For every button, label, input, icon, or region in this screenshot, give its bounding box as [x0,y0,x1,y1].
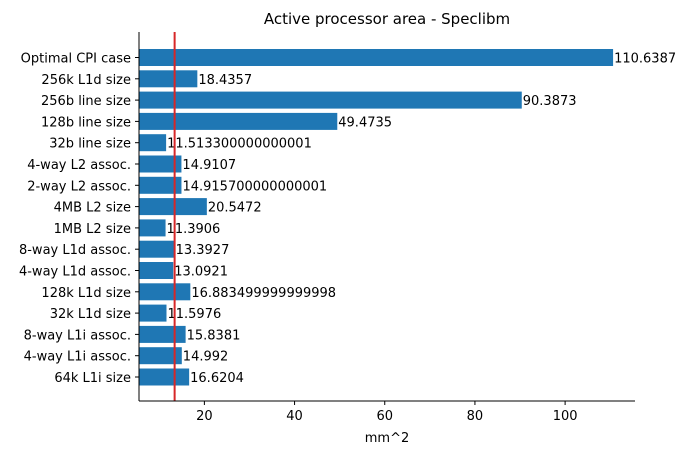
y-tick-label: 256b line size [41,94,131,109]
x-tick-label: 20 [196,409,213,424]
x-tick-label: 80 [467,409,484,424]
y-tick-label: 256k L1d size [41,73,131,88]
chart-title: Active processor area - Speclibm [264,10,510,28]
y-tick-label: 128b line size [41,115,131,130]
y-axis-ticks: Optimal CPI case 256k L1d size 256b line s… [19,52,139,386]
bars-group [139,49,614,386]
y-tick-label: 1MB L2 size [54,222,131,237]
bar-value-label: 18.4357 [198,73,252,88]
bar [139,325,186,343]
y-tick-label: 4-way L2 assoc. [27,158,131,173]
y-tick-label: 8-way L1d assoc. [19,243,131,258]
y-tick-label: 128k L1d size [41,286,131,301]
x-axis-label: mm^2 [365,431,410,446]
y-tick-label: 32k L1d size [50,307,131,322]
x-axis-ticks: 20 40 60 80 100 [196,401,578,424]
bar [139,91,522,109]
bar [139,198,207,216]
bar-value-label: 15.8381 [187,328,241,343]
bar-value-label: 11.5976 [167,307,221,322]
bar [139,155,182,173]
bar-value-label: 14.915700000000001 [182,179,327,194]
bar-value-label: 14.992 [183,350,229,365]
bar-value-label: 11.513300000000001 [167,137,312,152]
bar [139,134,167,152]
bar-value-label: 20.5472 [208,201,262,216]
bar-value-label: 16.6204 [190,371,244,386]
bar [139,240,175,258]
bar [139,219,166,237]
bar [139,368,190,386]
bar [139,304,167,322]
bar-value-label: 14.9107 [182,158,236,173]
bar-value-label: 11.3906 [167,222,221,237]
y-tick-label: 8-way L1i assoc. [24,328,131,343]
bar [139,112,338,130]
bar [139,262,174,279]
y-tick-label: 4MB L2 size [54,201,131,216]
y-tick-label: 32b line size [49,137,131,152]
bar-value-label: 13.0921 [174,265,228,280]
y-tick-label: 4-way L1i assoc. [24,350,131,365]
y-tick-label: 4-way L1d assoc. [19,265,131,280]
x-tick-label: 40 [286,409,303,424]
value-labels-group: 110.6387 18.4357 90.3873 49.4735 11.51330000… [167,52,677,387]
bar [139,347,182,365]
bar [139,70,198,88]
x-tick-label: 100 [553,409,578,424]
y-tick-label: 2-way L2 assoc. [27,179,131,194]
bar-value-label: 110.6387 [614,52,676,67]
bar-value-label: 90.3873 [523,94,577,109]
x-tick-label: 60 [376,409,393,424]
bar [139,49,614,66]
bar-value-label: 13.3927 [176,243,230,258]
y-tick-label: 64k L1i size [54,371,131,386]
bar [139,283,191,301]
bar-value-label: 49.4735 [338,115,392,130]
bar [139,176,182,194]
y-tick-label: Optimal CPI case [21,52,131,67]
bar-value-label: 16.883499999999998 [191,286,336,301]
